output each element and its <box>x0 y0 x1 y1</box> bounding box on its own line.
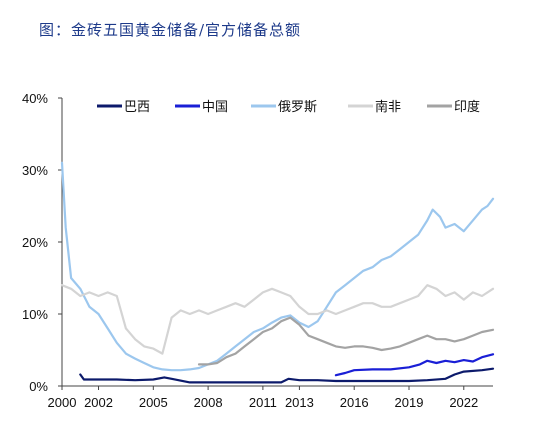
x-tick-label: 2002 <box>84 395 113 410</box>
legend-label-2: 俄罗斯 <box>278 100 317 115</box>
legend: 巴西 中国 俄罗斯 南非 印度 <box>97 99 480 115</box>
y-tick-label: 30% <box>22 163 48 178</box>
series-line-4 <box>197 316 495 366</box>
y-tick-label: 0% <box>29 379 48 394</box>
y-tick-label: 10% <box>22 307 48 322</box>
x-tick-label: 2022 <box>449 395 478 410</box>
series-line-0 <box>79 367 495 384</box>
series-line-1 <box>334 353 495 377</box>
legend-label-0: 巴西 <box>124 100 150 115</box>
x-tick-label: 2000 <box>48 395 77 410</box>
axes: 0% 10% 20% 30% 40% 2000 2002 2005 2008 2011 2013 20… <box>22 91 493 410</box>
legend-label-3: 南非 <box>375 99 401 115</box>
y-tick-label: 20% <box>22 235 48 250</box>
x-tick-label: 2016 <box>340 395 369 410</box>
legend-label-1: 中国 <box>202 100 228 115</box>
x-tick-label: 2005 <box>139 395 168 410</box>
series-line-2 <box>60 161 495 372</box>
x-tick-label: 2008 <box>194 395 223 410</box>
chart-title: 图：金砖五国黄金储备/官方储备总额 <box>39 21 302 39</box>
x-tick-label: 2013 <box>285 395 314 410</box>
x-tick-label: 2019 <box>395 395 424 410</box>
legend-label-4: 印度 <box>454 99 480 115</box>
x-tick-label: 2011 <box>249 395 277 410</box>
series-layer <box>60 161 495 384</box>
series-line-3 <box>60 284 495 355</box>
y-tick-label: 40% <box>22 91 48 106</box>
